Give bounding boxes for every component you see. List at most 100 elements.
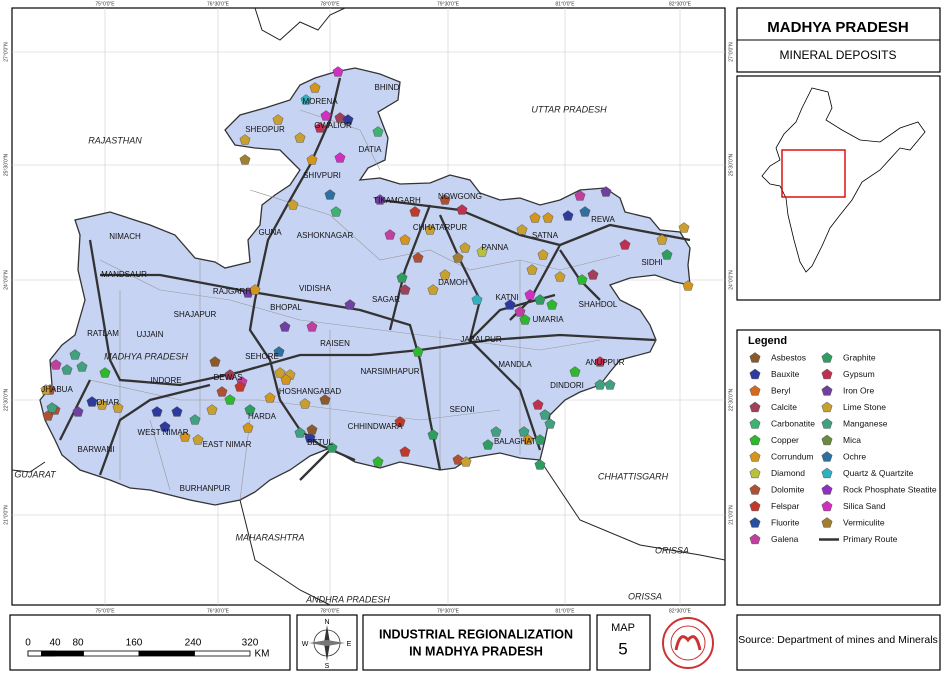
scale-tick-label: 40 [49,638,61,649]
mineral-marker [439,269,451,280]
mineral-marker [299,398,311,409]
mineral-marker [374,194,386,205]
legend-label: Corrundum [771,451,814,461]
legend-swatch [749,418,761,429]
legend-swatch [749,517,761,528]
longitude-label: 79°30'0"E [437,1,460,7]
district-label: SHAJAPUR [174,310,217,319]
latitude-label: 24°0'0"N [728,270,734,290]
legend-swatch [749,500,761,512]
mineral-marker [294,427,306,438]
longitude-label: 78°0'0"E [320,1,340,7]
mineral-marker [320,110,332,121]
district-label: HOSHANGABAD [279,387,341,396]
mineral-marker [332,66,344,77]
legend-label: Beryl [771,385,790,395]
mineral-marker [682,280,694,291]
district-label: BARWANI [78,445,115,454]
district-label: NIMACH [109,232,141,241]
map-labels: BHIND MORENA GWALIOR SHEOPUR DATIA SHIVPURI TI… [3,1,734,614]
mineral-marker [306,424,318,435]
legend-label: Galena [771,534,799,544]
mineral-marker [306,321,318,332]
district-label: SAGAR [372,295,400,304]
state-border [254,7,346,41]
legend-label: Dolomite [771,484,805,494]
district-label: PANNA [482,243,510,252]
district-label: BHOPAL [270,303,302,312]
mineral-marker [456,204,468,215]
district-label: VIDISHA [299,284,332,293]
mineral-marker [526,264,538,275]
legend-swatch [821,451,833,462]
district-label: WEST NIMAR [138,428,189,437]
mineral-marker [244,404,256,415]
legend-label: Manganese [843,418,888,428]
mineral-marker [274,367,286,378]
latitude-label: 22°30'0"N [728,388,734,411]
mineral-marker [678,222,690,233]
mineral-marker [604,379,616,390]
district-label: DAMOH [438,278,468,287]
mineral-marker [482,439,494,450]
latitude-label: 21°0'0"N [728,505,734,525]
latitude-label: 25°30'0"N [3,153,9,176]
mineral-marker [334,112,346,123]
mineral-marker [384,229,396,240]
mineral-marker [50,359,62,370]
mineral-marker [189,414,201,425]
mineral-marker [579,206,591,217]
district-label: KATNI [496,293,519,302]
legend-label: Ochre [843,451,866,461]
mineral-marker [399,284,411,295]
region-label: UTTAR PRADESH [531,104,607,114]
region-label: MADHYA PRADESH [104,351,188,361]
district-label: NARSIMHAPUR [360,367,419,376]
mineral-marker [542,212,554,223]
legend-swatch [749,467,761,479]
legend-swatch [821,368,833,380]
mineral-marker [529,212,541,223]
mineral-marker [534,434,546,445]
state-border [11,459,726,606]
legend-swatch [749,451,761,462]
map-number-box [596,614,651,671]
map-label: MAP [611,622,635,634]
mineral-marker [600,186,612,197]
subtitle: MINERAL DEPOSITS [780,48,897,62]
scale-tick-label: 0 [25,638,31,649]
district-label: DEWAS [213,373,242,382]
longitude-label: 79°30'0"E [437,608,460,614]
district-label: REWA [591,215,615,224]
legend-swatch [821,352,833,363]
legend-swatch [749,434,761,446]
legend-label: Carbonatite [771,418,815,428]
legend-swatch [749,401,761,413]
mineral-marker [224,394,236,405]
mineral-marker [554,271,566,282]
district-label: UMARIA [532,315,564,324]
district-label: RAISEN [320,339,350,348]
mineral-marker [452,252,464,263]
district-label: DHAR [97,398,120,407]
mineral-marker [330,206,342,217]
mineral-marker [409,206,421,217]
mineral-marker [424,224,436,235]
mineral-marker [394,416,406,427]
inset-highlight [781,149,846,198]
source-box [736,614,941,671]
footer-title: IN MADHYA PRADESH [409,644,543,658]
mineral-marker [76,361,88,372]
mineral-marker [179,431,191,442]
district-label: TIKAMGARH [373,196,421,205]
longitude-label: 75°0'0"E [95,608,115,614]
legend-swatch [821,484,833,495]
compass-s: S [325,663,330,670]
district-label: UJJAIN [136,330,163,339]
mineral-marker [518,426,530,437]
mineral-marker [594,356,606,367]
legend-swatch [821,517,833,528]
mineral-marker [159,421,171,432]
mineral-marker [309,82,321,93]
mineral-marker [96,399,108,410]
